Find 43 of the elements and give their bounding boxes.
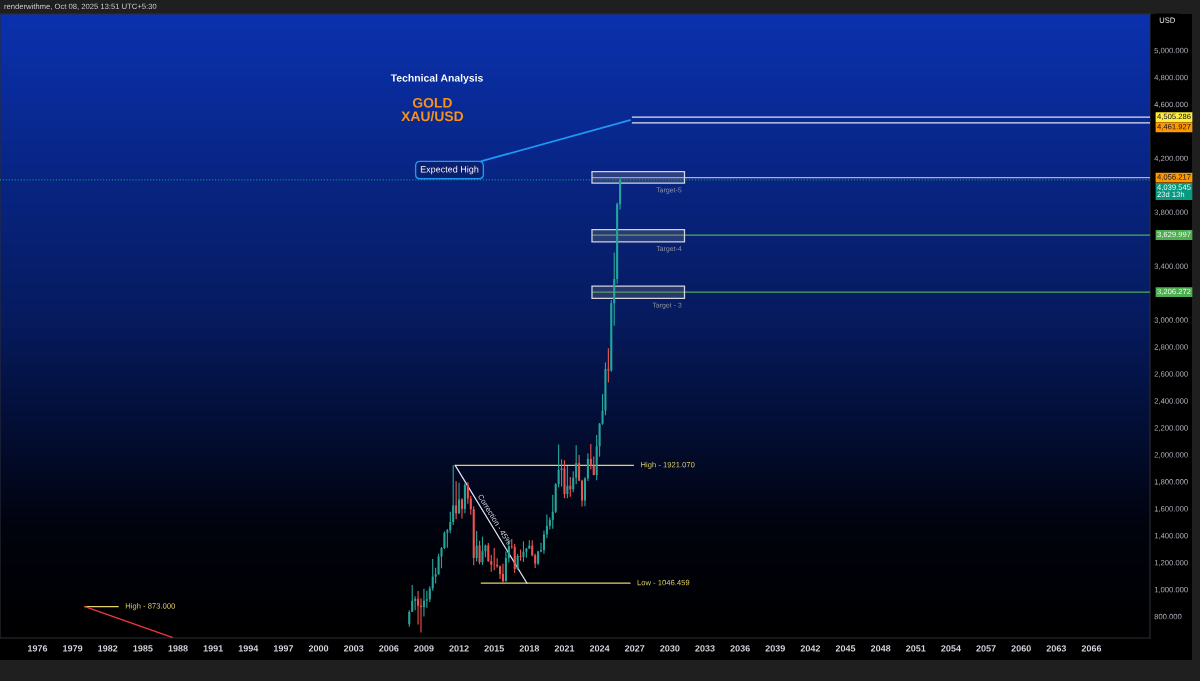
x-tick-label: 2039	[765, 645, 785, 652]
x-tick-label: 2006	[379, 645, 399, 652]
candlestick	[478, 540, 481, 565]
x-tick-label: 2057	[976, 645, 996, 652]
x-tick-label: 1994	[238, 645, 259, 652]
x-tick-label: 2060	[1011, 645, 1031, 652]
x-tick-label: 1997	[273, 645, 294, 652]
candlestick	[475, 530, 478, 563]
annotation: Expected High	[420, 165, 479, 175]
x-tick-label: 2015	[484, 645, 504, 652]
candlestick	[458, 482, 461, 515]
x-tick-label: 2066	[1081, 645, 1102, 652]
x-tick-label: 1982	[98, 645, 118, 652]
x-tick-label: 1991	[203, 645, 223, 652]
x-tick-label: 2027	[625, 645, 645, 652]
text: GOLD XAU/USD	[401, 97, 464, 122]
x-tick-label: 2033	[695, 645, 715, 652]
candlestick	[513, 543, 516, 574]
x-tick-label: 2042	[800, 645, 821, 652]
x-tick-label: 1976	[28, 645, 48, 652]
x-tick-label: 2036	[730, 645, 750, 652]
candlestick	[463, 482, 466, 514]
x-tick-label: 1979	[63, 645, 83, 652]
candlestick	[487, 542, 490, 563]
x-tick-label: 2009	[414, 645, 434, 652]
x-tick-label: 2003	[343, 645, 364, 652]
x-tick-label: 2051	[906, 645, 926, 652]
candlestick	[566, 465, 569, 499]
text: Technical Analysis	[390, 74, 483, 84]
x-tick-label: 2021	[554, 645, 575, 652]
x-tick-label: 1985	[133, 645, 153, 652]
x-tick-label: 2054	[941, 645, 961, 652]
x-tick-label: 2030	[660, 645, 680, 652]
x-tick-label: 2018	[519, 645, 540, 652]
x-tick-label: 2000	[308, 645, 329, 652]
x-tick-label: 2012	[449, 645, 469, 652]
x-tick-label: 2045	[835, 645, 856, 652]
candlestick	[589, 443, 592, 470]
candlestick	[560, 458, 563, 488]
x-tick-label: 2048	[870, 645, 891, 652]
x-tick-label: 2024	[589, 645, 610, 652]
x-tick-label: 1988	[168, 645, 188, 652]
x-tick-label: 2063	[1046, 645, 1067, 652]
